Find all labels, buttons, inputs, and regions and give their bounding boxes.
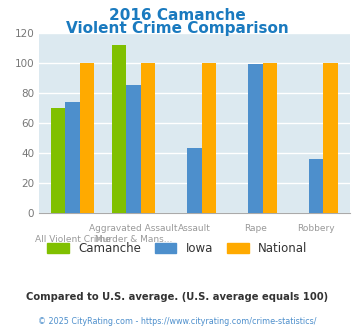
Text: Murder & Mans...: Murder & Mans... <box>95 235 172 244</box>
Bar <box>141 63 155 213</box>
Text: All Violent Crime: All Violent Crime <box>35 235 110 244</box>
Bar <box>111 45 126 213</box>
Bar <box>263 63 277 213</box>
Bar <box>323 63 338 213</box>
Bar <box>65 102 80 213</box>
Bar <box>80 63 94 213</box>
Text: Rape: Rape <box>244 224 267 233</box>
Text: Compared to U.S. average. (U.S. average equals 100): Compared to U.S. average. (U.S. average … <box>26 292 329 302</box>
Bar <box>51 108 65 213</box>
Text: 2016 Camanche: 2016 Camanche <box>109 8 246 23</box>
Text: Assault: Assault <box>178 224 211 233</box>
Text: Aggravated Assault: Aggravated Assault <box>89 224 178 233</box>
Text: © 2025 CityRating.com - https://www.cityrating.com/crime-statistics/: © 2025 CityRating.com - https://www.city… <box>38 317 317 326</box>
Text: Violent Crime Comparison: Violent Crime Comparison <box>66 21 289 36</box>
Bar <box>202 63 216 213</box>
Text: Robbery: Robbery <box>297 224 335 233</box>
Bar <box>126 85 141 213</box>
Bar <box>248 64 263 213</box>
Bar <box>309 159 323 213</box>
Bar <box>187 148 202 213</box>
Legend: Camanche, Iowa, National: Camanche, Iowa, National <box>43 237 312 260</box>
